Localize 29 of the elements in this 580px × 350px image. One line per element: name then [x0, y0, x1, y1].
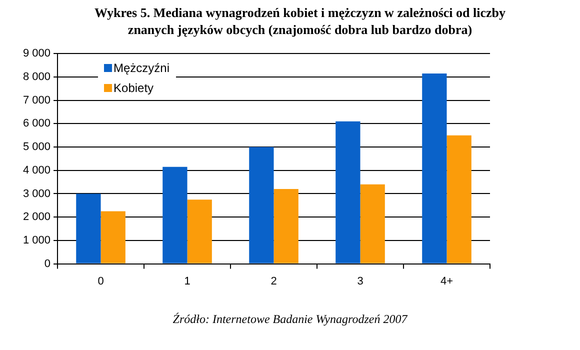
y-tick-label: 7 000 — [22, 94, 51, 106]
y-tick-label: 9 000 — [22, 48, 51, 60]
y-tick-label: 0 — [44, 258, 51, 270]
bar — [336, 121, 360, 264]
x-tick-label: 0 — [98, 275, 104, 288]
bar — [249, 147, 274, 264]
bar — [274, 189, 298, 264]
text: Źródło: Internetowe Badanie Wynagrodzeń 2007 — [172, 312, 409, 327]
bar — [187, 200, 212, 264]
bar — [360, 184, 385, 264]
y-tick-label: 2 000 — [22, 211, 51, 224]
legend-label: Mężczyźni — [112, 60, 170, 77]
y-tick-label: 3 000 — [22, 188, 51, 200]
x-tick-label: 1 — [184, 275, 190, 288]
bar — [76, 194, 101, 264]
bar — [446, 135, 472, 264]
legend-label: Kobiety — [112, 80, 155, 97]
y-tick-label: 8 000 — [22, 70, 51, 83]
x-tick-label: 2 — [270, 275, 277, 288]
x-tick-label: 4+ — [440, 275, 454, 288]
y-tick-label: 1 000 — [22, 234, 51, 246]
bar — [162, 166, 188, 264]
x-tick-label: 3 — [357, 275, 364, 288]
bar — [100, 211, 126, 264]
y-tick-label: 6 000 — [22, 118, 51, 130]
y-tick-label: 5 000 — [22, 141, 51, 154]
bar — [422, 73, 447, 264]
chart-title: Wykres 5. Mediana wynagrodzeń kobiet i mężczyzn w zależności od liczby znanych języków obcych (znajomość dobra lub bardzo dobra) — [93, 4, 507, 38]
y-tick-label: 4 000 — [22, 164, 51, 176]
